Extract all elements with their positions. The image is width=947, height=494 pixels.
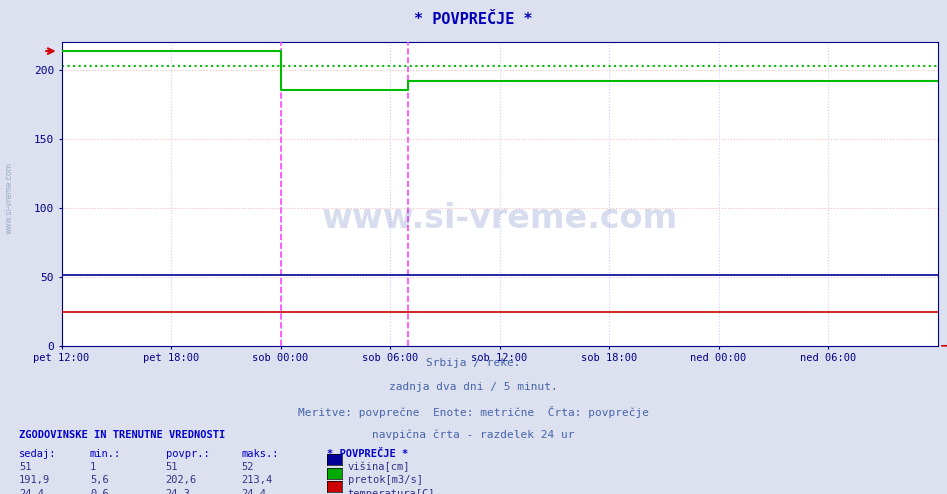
Text: 24,4: 24,4	[241, 489, 266, 494]
Text: 202,6: 202,6	[166, 475, 197, 485]
Text: 51: 51	[166, 462, 178, 472]
Text: ZGODOVINSKE IN TRENUTNE VREDNOSTI: ZGODOVINSKE IN TRENUTNE VREDNOSTI	[19, 430, 225, 440]
Text: min.:: min.:	[90, 449, 121, 458]
Text: Meritve: povprečne  Enote: metrične  Črta: povprečje: Meritve: povprečne Enote: metrične Črta:…	[298, 406, 649, 417]
Text: www.si-vreme.com: www.si-vreme.com	[321, 202, 678, 235]
Text: * POVPREČJE *: * POVPREČJE *	[414, 12, 533, 27]
Text: 24,3: 24,3	[166, 489, 190, 494]
Text: temperatura[C]: temperatura[C]	[348, 489, 435, 494]
Text: navpična črta - razdelek 24 ur: navpična črta - razdelek 24 ur	[372, 429, 575, 440]
Text: 1: 1	[90, 462, 97, 472]
Text: 52: 52	[241, 462, 254, 472]
Text: 24,4: 24,4	[19, 489, 44, 494]
Text: Srbija / reke.: Srbija / reke.	[426, 358, 521, 368]
Text: 191,9: 191,9	[19, 475, 50, 485]
Text: 0,6: 0,6	[90, 489, 109, 494]
Text: * POVPREČJE *: * POVPREČJE *	[327, 449, 408, 458]
Text: pretok[m3/s]: pretok[m3/s]	[348, 475, 422, 485]
Text: zadnja dva dni / 5 minut.: zadnja dva dni / 5 minut.	[389, 382, 558, 392]
Text: 213,4: 213,4	[241, 475, 273, 485]
Text: www.si-vreme.com: www.si-vreme.com	[5, 162, 14, 234]
Text: povpr.:: povpr.:	[166, 449, 209, 458]
Text: maks.:: maks.:	[241, 449, 279, 458]
Text: sedaj:: sedaj:	[19, 449, 57, 458]
Text: višina[cm]: višina[cm]	[348, 462, 410, 472]
Text: 5,6: 5,6	[90, 475, 109, 485]
Text: 51: 51	[19, 462, 31, 472]
